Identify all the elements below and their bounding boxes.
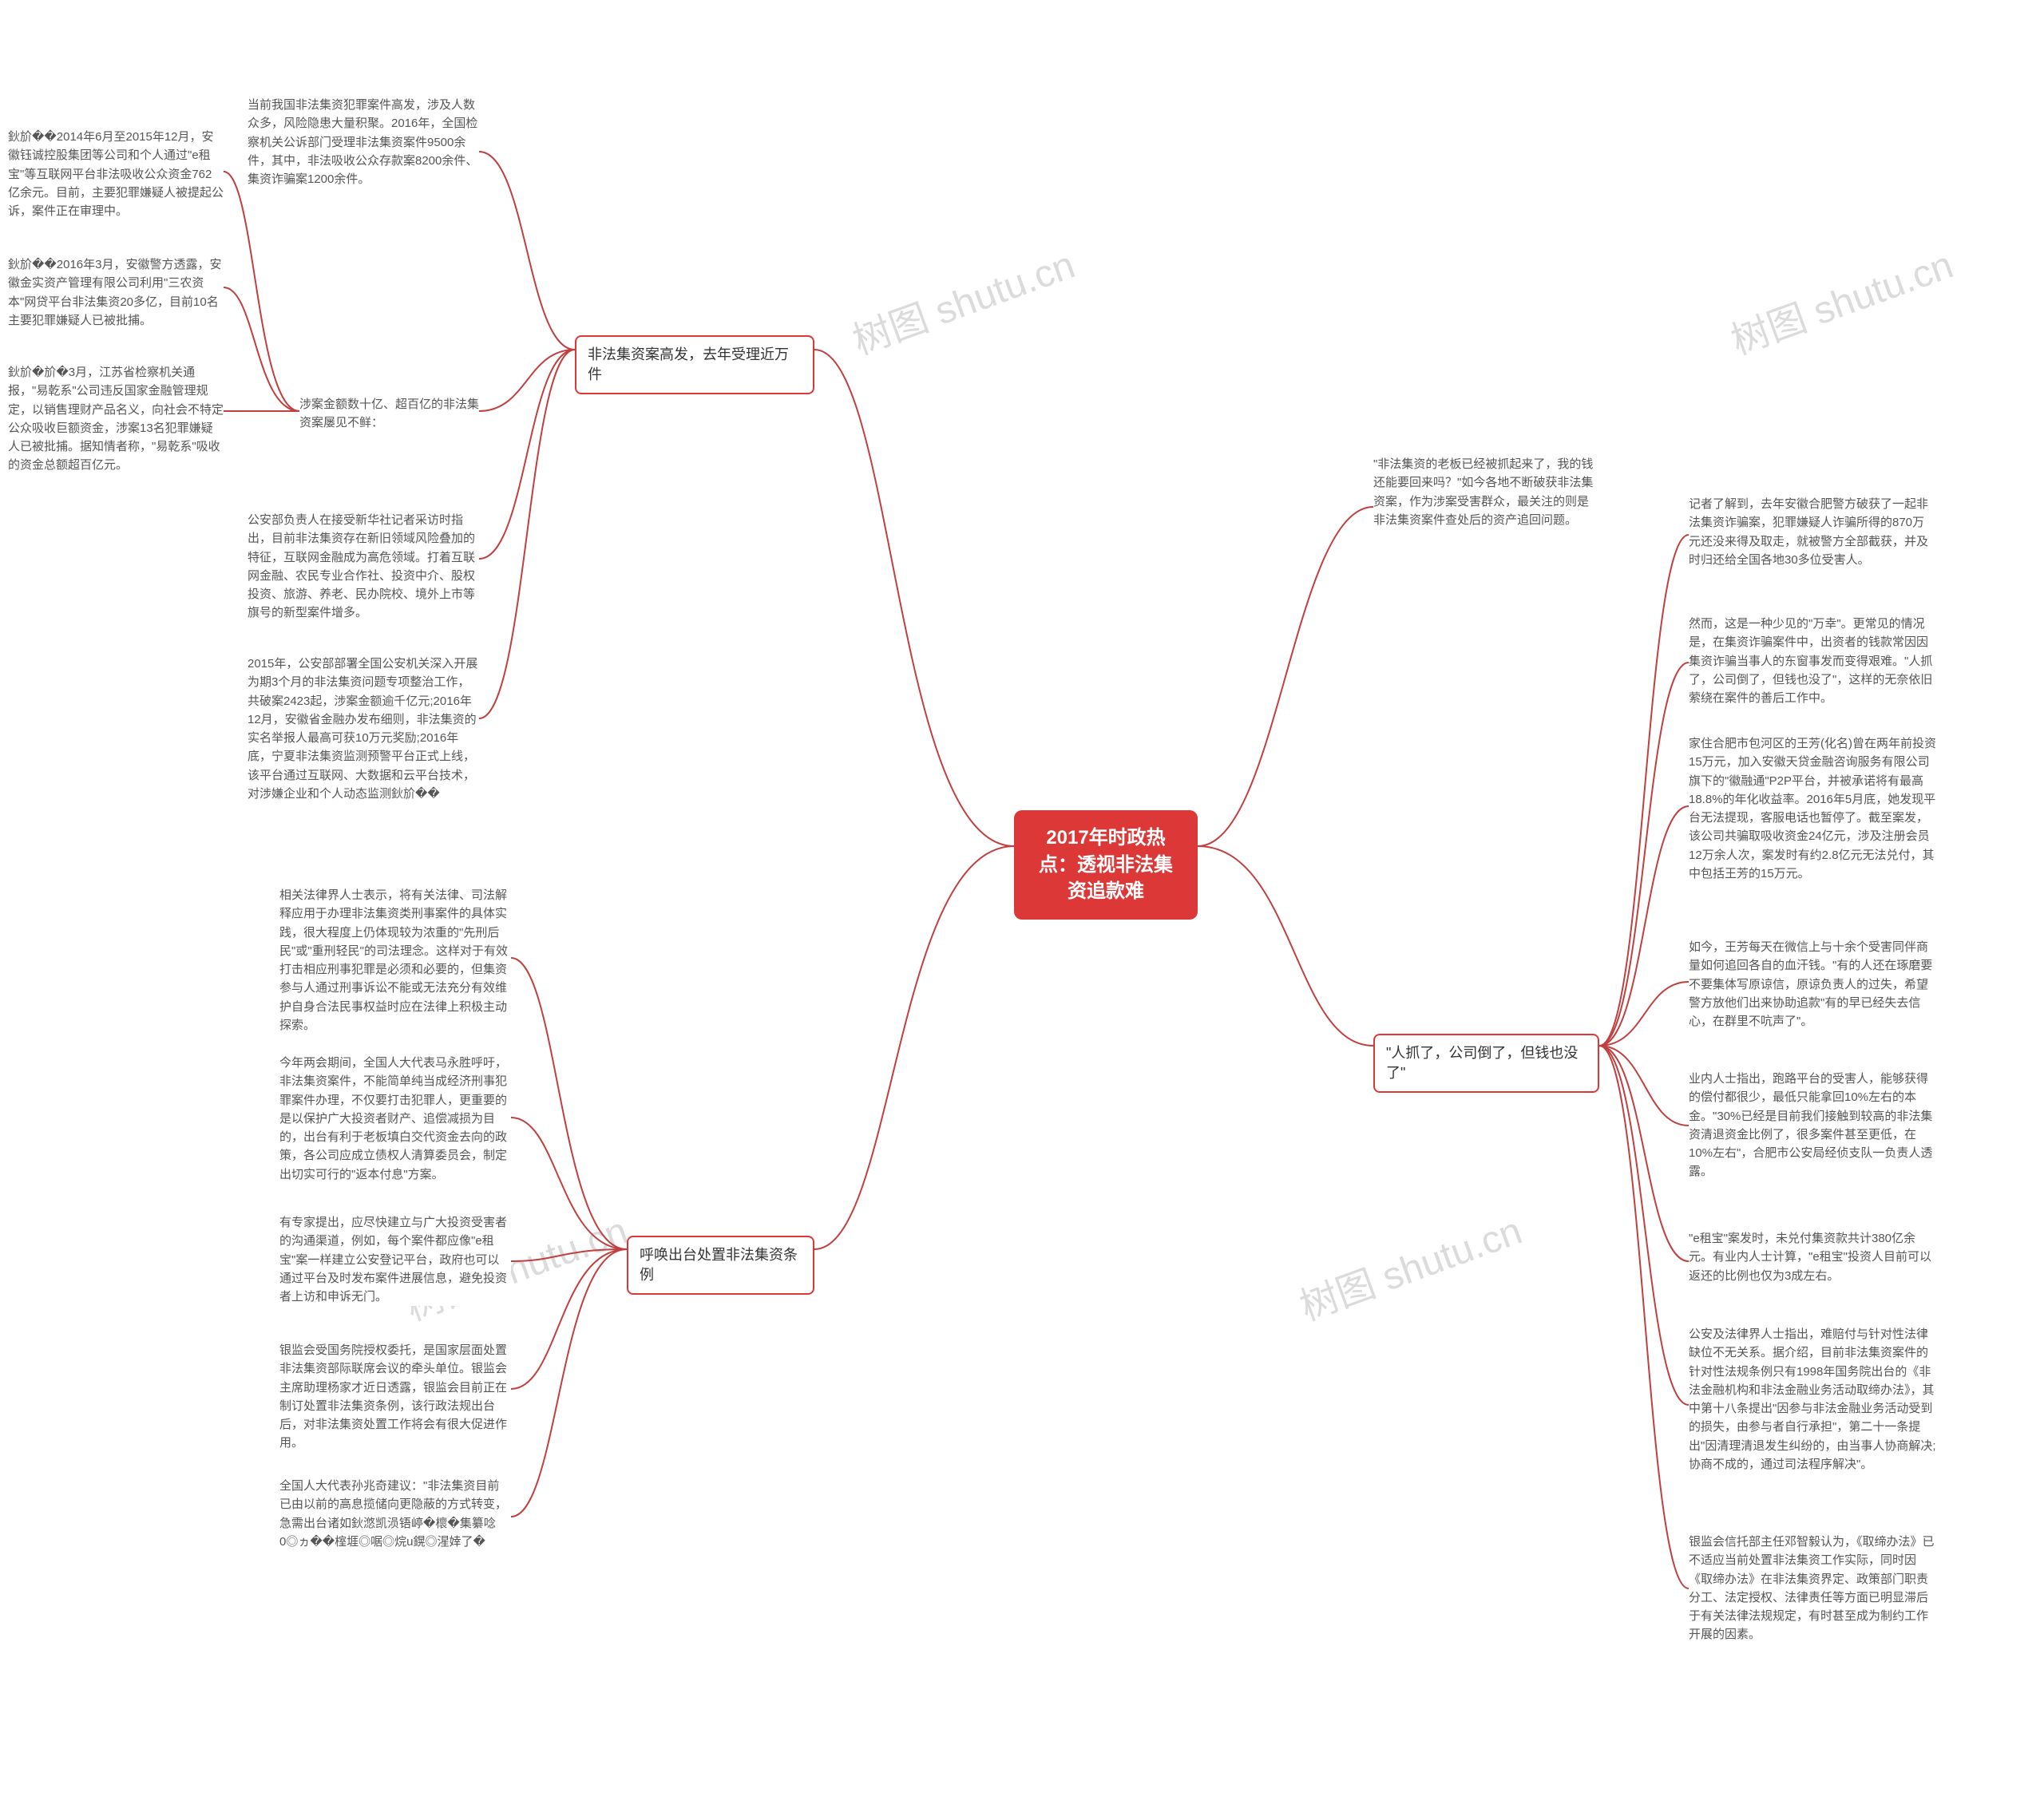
left-leaf: 2015年，公安部部署全国公安机关深入开展为期3个月的非法集资问题专项整治工作，… [248,655,479,803]
left-sub-1: 非法集资案高发，去年受理近万件 [575,335,814,394]
right-leaf: "e租宝"案发时，未兑付集资款共计380亿余元。有业内人士计算，"e租宝"投资人… [1689,1229,1936,1285]
right-leaf: 然而，这是一种少见的"万幸"。更常见的情况是，在集资诈骗案件中，出资者的钱款常因… [1689,615,1936,707]
left-leaf: 全国人大代表孙兆奇建议："非法集资目前已由以前的高息揽储向更隐蔽的方式转变，急需… [279,1477,511,1551]
right-leaf: 公安及法律界人士指出，难赔付与针对性法律缺位不无关系。据介绍，目前非法集资案件的… [1689,1325,1936,1474]
left-sub1-intro: 当前我国非法集资犯罪案件高发，涉及人数众多，风险隐患大量积聚。2016年，全国检… [248,96,479,188]
right-intro: "非法集资的老板已经被抓起来了，我的钱还能要回来吗？"如今各地不断破获非法集资案… [1373,455,1597,529]
watermark: 树图 shutu.cn [844,233,1081,365]
watermark: 树图 shutu.cn [1722,233,1959,365]
left-leaf: 今年两会期间，全国人大代表马永胜呼吁，非法集资案件，不能简单纯当成经济刑事犯罪案… [279,1054,511,1184]
right-sub-1: "人抓了，公司倒了，但钱也没了" [1373,1034,1599,1093]
right-leaf: 业内人士指出，跑路平台的受害人，能够获得的偿付都很少，最低只能拿回10%左右的本… [1689,1070,1936,1181]
left-leaf: 有专家提出，应尽快建立与广大投资受害者的沟通渠道，例如，每个案件都应像"e租宝"… [279,1213,511,1306]
left-leaf: 公安部负责人在接受新华社记者采访时指出，目前非法集资存在新旧领域风险叠加的特征，… [248,511,479,623]
right-leaf: 记者了解到，去年安徽合肥警方破获了一起非法集资诈骗案，犯罪嫌疑人诈骗所得的870… [1689,495,1936,569]
left-sub-2: 呼唤出台处置非法集资条例 [627,1236,814,1295]
center-node: 2017年时政热点：透视非法集资追款难 [1014,810,1198,920]
right-leaf: 银监会信托部主任邓智毅认为，《取缔办法》已不适应当前处置非法集资工作实际，同时因… [1689,1533,1936,1644]
right-leaf: 如今，王芳每天在微信上与十余个受害同伴商量如何追回各自的血汗钱。"有的人还在琢磨… [1689,938,1936,1031]
left-leaf: 鈥斺��2014年6月至2015年12月，安徽钰诚控股集团等公司和个人通过"e租… [8,128,224,220]
left-leaf: 鈥斺�斺�3月，江苏省检察机关通报，"易乾系"公司违反国家金融管理规定，以销售理… [8,363,224,475]
watermark: 树图 shutu.cn [1291,1199,1528,1331]
right-leaf: 家住合肥市包河区的王芳(化名)曾在两年前投资15万元，加入安徽天贷金融咨询服务有… [1689,734,1936,883]
left-leaf: 相关法律界人士表示，将有关法律、司法解释应用于办理非法集资类刑事案件的具体实践，… [279,886,511,1035]
left-leaf: 鈥斺��2016年3月，安徽警方透露，安徽金实资产管理有限公司利用"三农资本"网… [8,255,224,330]
left-leaf: 银监会受国务院授权委托，是国家层面处置非法集资部际联席会议的牵头单位。银监会主席… [279,1341,511,1453]
left-sub1-leaf2-title: 涉案金额数十亿、超百亿的非法集资案屡见不鲜： [299,395,479,433]
